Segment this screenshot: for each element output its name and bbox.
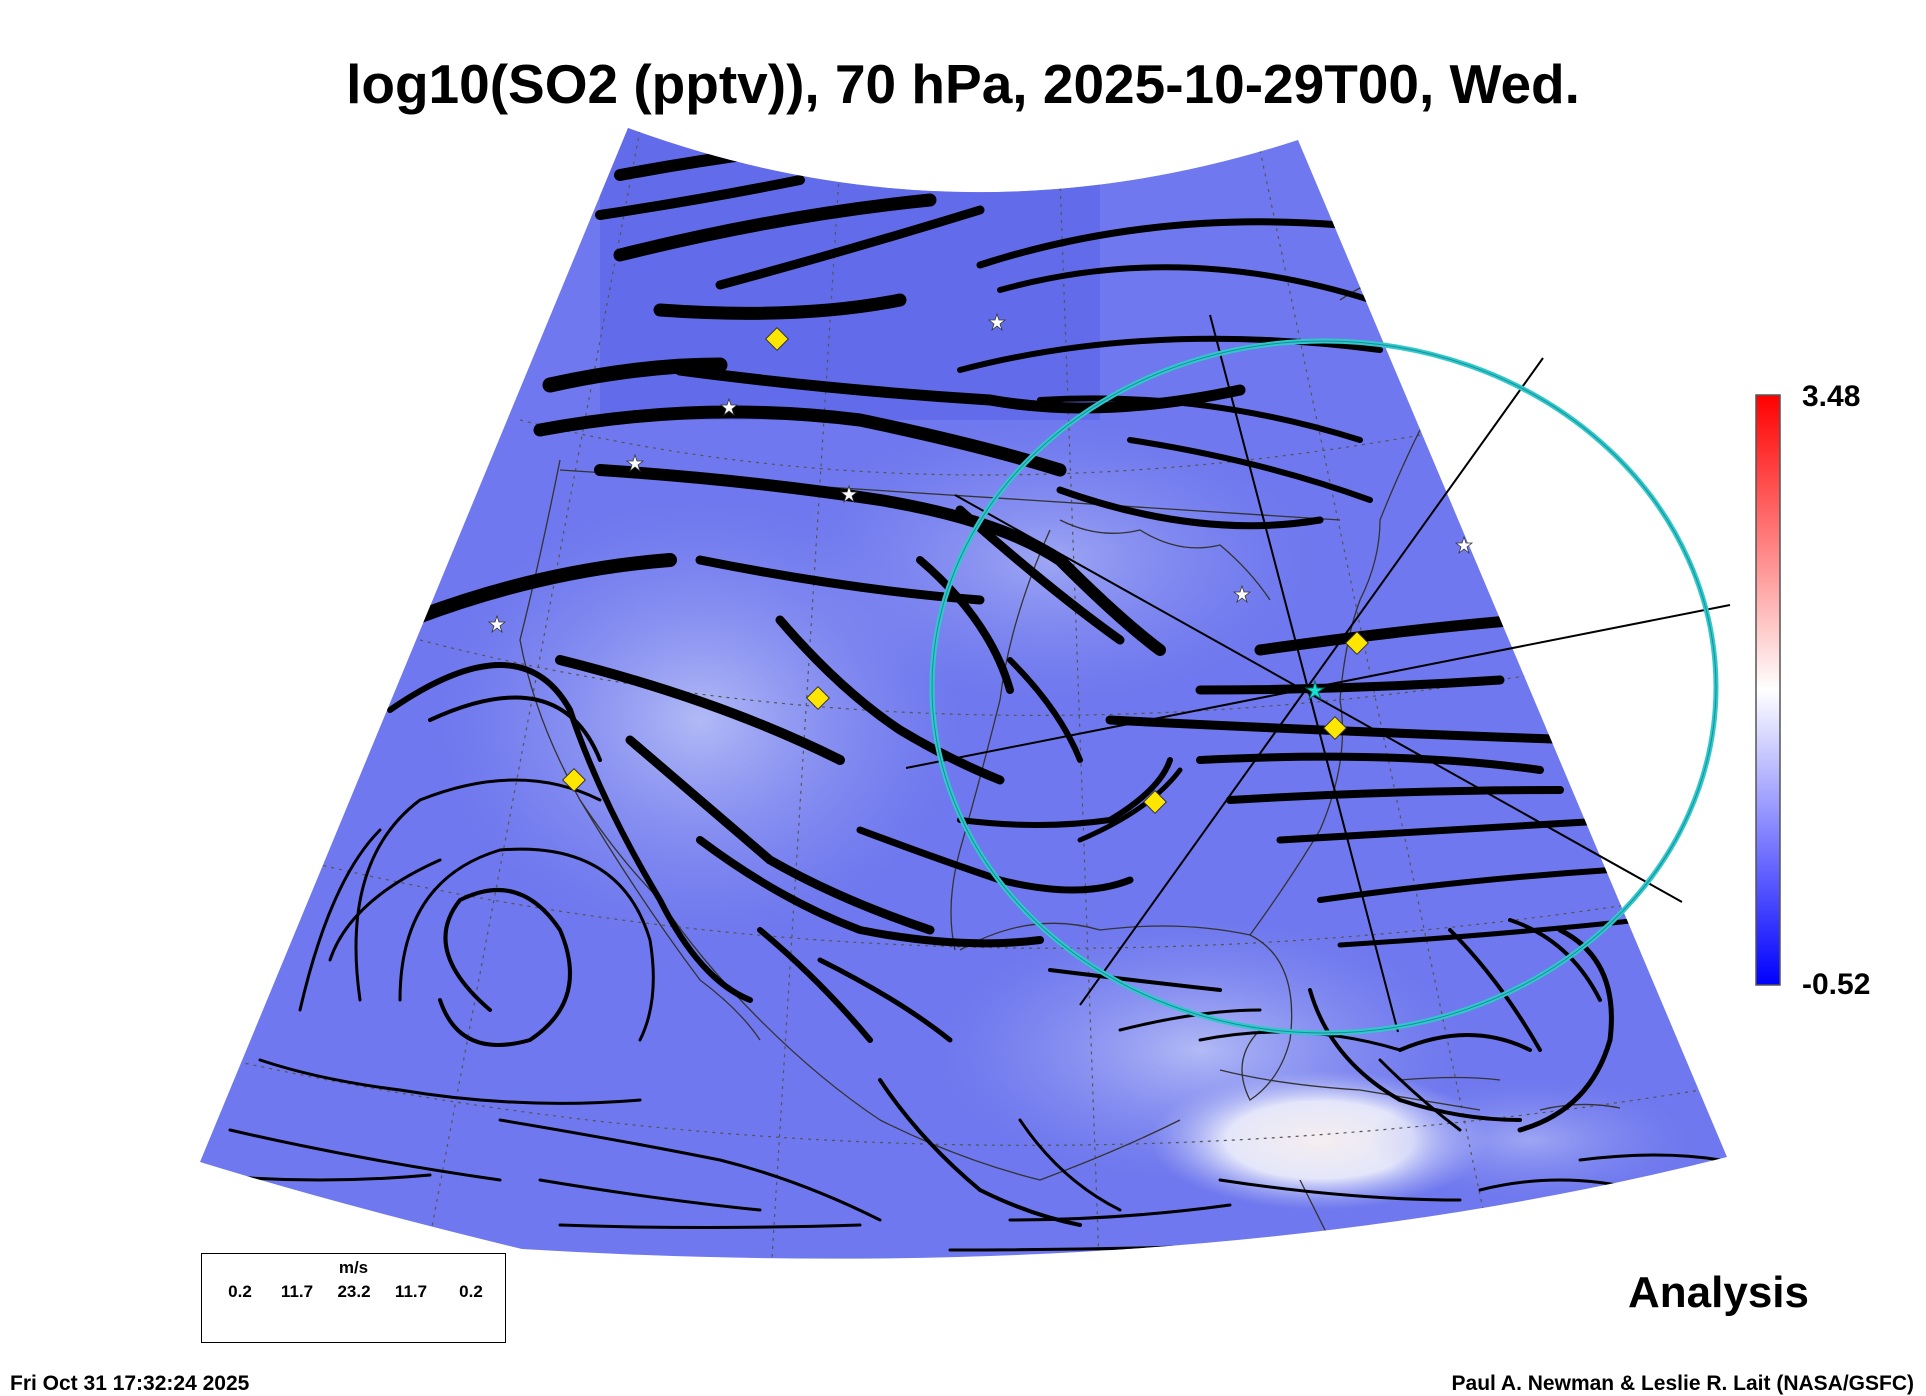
diamond-marker xyxy=(1142,789,1168,815)
star-marker xyxy=(987,312,1007,332)
legend-tick: 11.7 xyxy=(394,1282,428,1301)
legend-tick: 0.2 xyxy=(459,1282,483,1301)
product-label: Analysis xyxy=(1628,1268,1809,1317)
legend-tick: 0.2 xyxy=(228,1282,252,1301)
star-marker xyxy=(839,484,859,504)
map-title: log10(SO2 (pptv)), 70 hPa, 2025-10-29T00… xyxy=(346,53,1580,115)
star-marker xyxy=(625,453,645,473)
center-marker xyxy=(1304,679,1326,701)
diamond-marker xyxy=(561,767,587,793)
diamond-marker xyxy=(1344,630,1370,656)
colorbar-min-label: -0.52 xyxy=(1802,968,1871,1001)
so2-field xyxy=(200,128,1727,1259)
diamond-marker xyxy=(805,685,831,711)
star-marker xyxy=(487,614,507,634)
wind-legend: m/s 0.2 11.7 23.2 11.7 0.2 xyxy=(201,1253,506,1343)
legend-units: m/s xyxy=(338,1258,369,1277)
star-marker xyxy=(1454,535,1474,555)
star-marker xyxy=(719,397,739,417)
footer-timestamp: Fri Oct 31 17:32:24 2025 xyxy=(10,1372,250,1395)
diamond-marker xyxy=(1322,715,1348,741)
analysis-ring xyxy=(905,314,1731,1036)
colorbar-max-label: 3.48 xyxy=(1802,380,1861,413)
colorbar xyxy=(1755,394,1781,986)
legend-tick: 23.2 xyxy=(337,1282,371,1301)
star-marker xyxy=(1232,584,1252,604)
footer-credit: Paul A. Newman & Leslie R. Lait (NASA/GS… xyxy=(1451,1372,1914,1395)
wind-streamlines xyxy=(208,144,1722,1252)
station-markers xyxy=(487,312,1474,815)
legend-tick: 11.7 xyxy=(280,1282,314,1301)
diamond-marker xyxy=(764,326,790,352)
